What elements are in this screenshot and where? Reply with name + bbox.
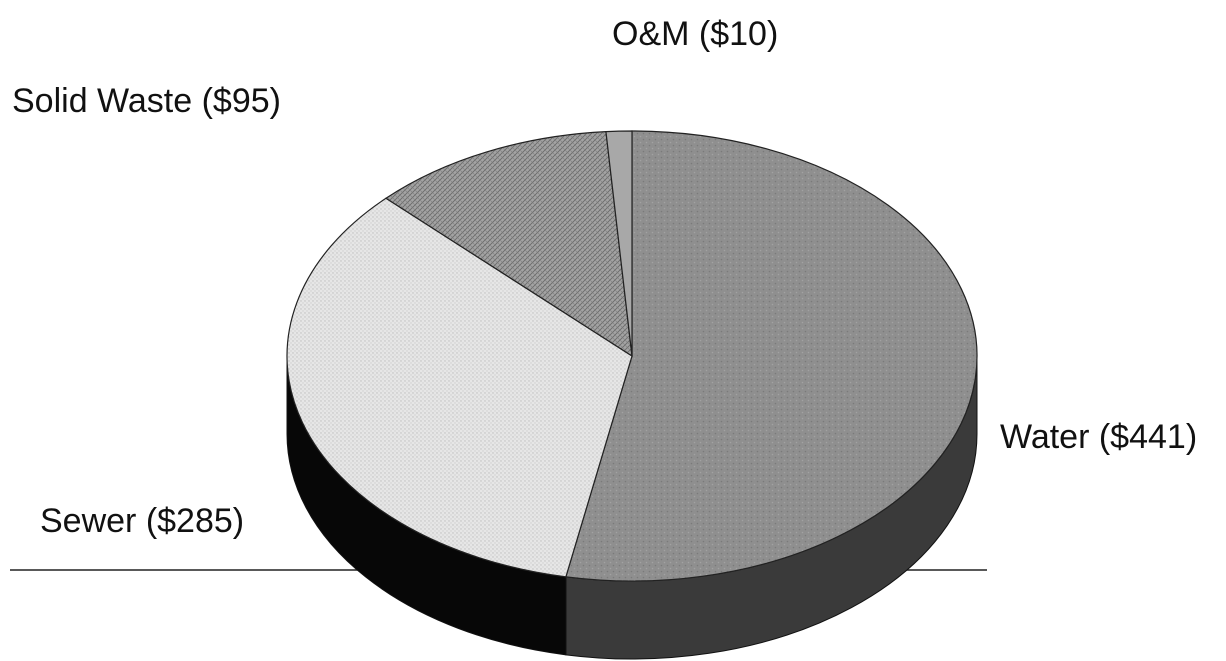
slice-label-water: Water ($441) [1000, 418, 1197, 456]
pie-slice-o-m [605, 130, 633, 357]
pie-slice-solid-waste [384, 131, 633, 358]
slice-label-solid-waste: Solid Waste ($95) [12, 82, 281, 120]
pie-slice-sewer [286, 197, 633, 578]
slice-labels: Water ($441) Sewer ($285) Solid Waste ($95… [12, 15, 1197, 540]
slice-label-sewer: Sewer ($285) [40, 502, 244, 540]
slice-label-o-m: O&M ($10) [612, 15, 778, 53]
pie-tops [286, 130, 978, 582]
pie-slice-water [565, 130, 978, 582]
